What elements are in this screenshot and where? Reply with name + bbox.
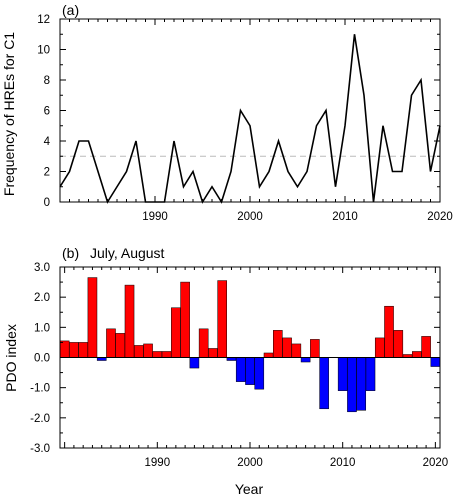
panel-a-y-tick-label: 0 xyxy=(44,197,50,209)
pdo-bar-2014 xyxy=(374,337,385,358)
panel-a-y-tick-label: 4 xyxy=(44,136,51,148)
pdo-bar-1989 xyxy=(143,343,153,358)
pdo-bar-2003 xyxy=(273,330,283,358)
pdo-bar-2001 xyxy=(254,357,265,390)
panel-b-y-tick-label: 0.0 xyxy=(34,353,50,365)
panel-b-y-tick-label: 1.0 xyxy=(34,322,50,334)
hre-frequency-line xyxy=(59,34,441,204)
panel-b-x-tick-label: 1990 xyxy=(145,457,171,469)
pdo-bar-1990 xyxy=(152,351,163,358)
pdo-bar-2020 xyxy=(430,357,441,367)
pdo-bar-1994 xyxy=(189,357,200,369)
panel-a-x-tick-label: 1990 xyxy=(142,211,168,223)
panel-a-x-tick-label: 2000 xyxy=(237,211,263,223)
pdo-bar-2012 xyxy=(356,357,367,411)
pdo-bar-1983 xyxy=(87,277,98,358)
panel-a-plot-frame xyxy=(59,18,441,203)
panel-a-y-tick-label: 6 xyxy=(44,106,50,118)
pdo-bar-1996 xyxy=(208,348,218,358)
pdo-bar-2004 xyxy=(282,337,292,358)
pdo-bar-2016 xyxy=(393,330,404,358)
panel-a-line-chart: (a) Frequency of HREs for C1 1990 2000 201… xyxy=(1,2,453,223)
pdo-bar-1988 xyxy=(133,345,144,358)
pdo-bar-1999 xyxy=(235,357,246,382)
pdo-bar-2019 xyxy=(421,336,431,358)
pdo-bar-2013 xyxy=(365,357,376,391)
panel-b-x-tick-label: 2000 xyxy=(237,457,263,469)
panel-a-y-tick-label: 2 xyxy=(44,167,50,179)
panel-b-x-tick-label: 2010 xyxy=(330,457,356,469)
pdo-bar-1982 xyxy=(78,342,88,358)
panel-b-x-tick-label: 2020 xyxy=(423,457,449,469)
pdo-bar-1991 xyxy=(161,351,172,358)
panel-b-x-axis-title: Year xyxy=(235,481,264,497)
panel-b-y-tick-label: -3.0 xyxy=(30,443,50,455)
pdo-bar-1993 xyxy=(180,281,190,358)
panel-a-y-axis-title: Frequency of HREs for C1 xyxy=(1,32,17,196)
pdo-bar-2008 xyxy=(319,357,329,410)
pdo-bar-2005 xyxy=(291,343,302,358)
pdo-bar-1997 xyxy=(217,280,227,358)
pdo-bar-1995 xyxy=(198,328,209,358)
panel-a-x-tick-label: 2020 xyxy=(427,211,453,223)
panel-a-y-tick-label: 12 xyxy=(37,14,50,26)
pdo-bar-2015 xyxy=(384,305,394,358)
panel-a-x-tick-label: 2010 xyxy=(332,211,358,223)
pdo-bar-1987 xyxy=(124,284,135,358)
panel-b-y-tick-label: -2.0 xyxy=(30,413,50,425)
panel-b-y-tick-label: 2.0 xyxy=(34,292,50,304)
panel-a-y-tick-label: 10 xyxy=(37,45,50,57)
panel-b-y-tick-label: 3.0 xyxy=(34,262,50,274)
pdo-bar-1986 xyxy=(115,333,126,358)
panel-b-title: July, August xyxy=(90,245,165,261)
pdo-bar-1981 xyxy=(69,342,79,358)
panel-b-y-tick-label: -1.0 xyxy=(30,383,50,395)
panel-a-label: (a) xyxy=(62,2,79,18)
pdo-bar-2002 xyxy=(263,352,274,358)
pdo-bar-2010 xyxy=(337,357,348,391)
panel-a-y-tick-label: 8 xyxy=(44,75,50,87)
pdo-bar-1992 xyxy=(171,307,181,358)
pdo-bar-1985 xyxy=(106,328,116,358)
pdo-bar-2018 xyxy=(412,351,422,358)
pdo-bar-2006 xyxy=(300,357,311,363)
panel-b-label: (b) xyxy=(62,245,79,261)
pdo-bar-1980 xyxy=(59,340,70,358)
panel-b-y-axis-title: PDO index xyxy=(3,324,19,392)
pdo-bar-2000 xyxy=(245,357,255,385)
panel-b-bar-chart: (b) July, August PDO index Year 1990 2000… xyxy=(3,245,448,497)
pdo-bar-2011 xyxy=(347,357,357,413)
pdo-bar-2007 xyxy=(310,339,320,358)
